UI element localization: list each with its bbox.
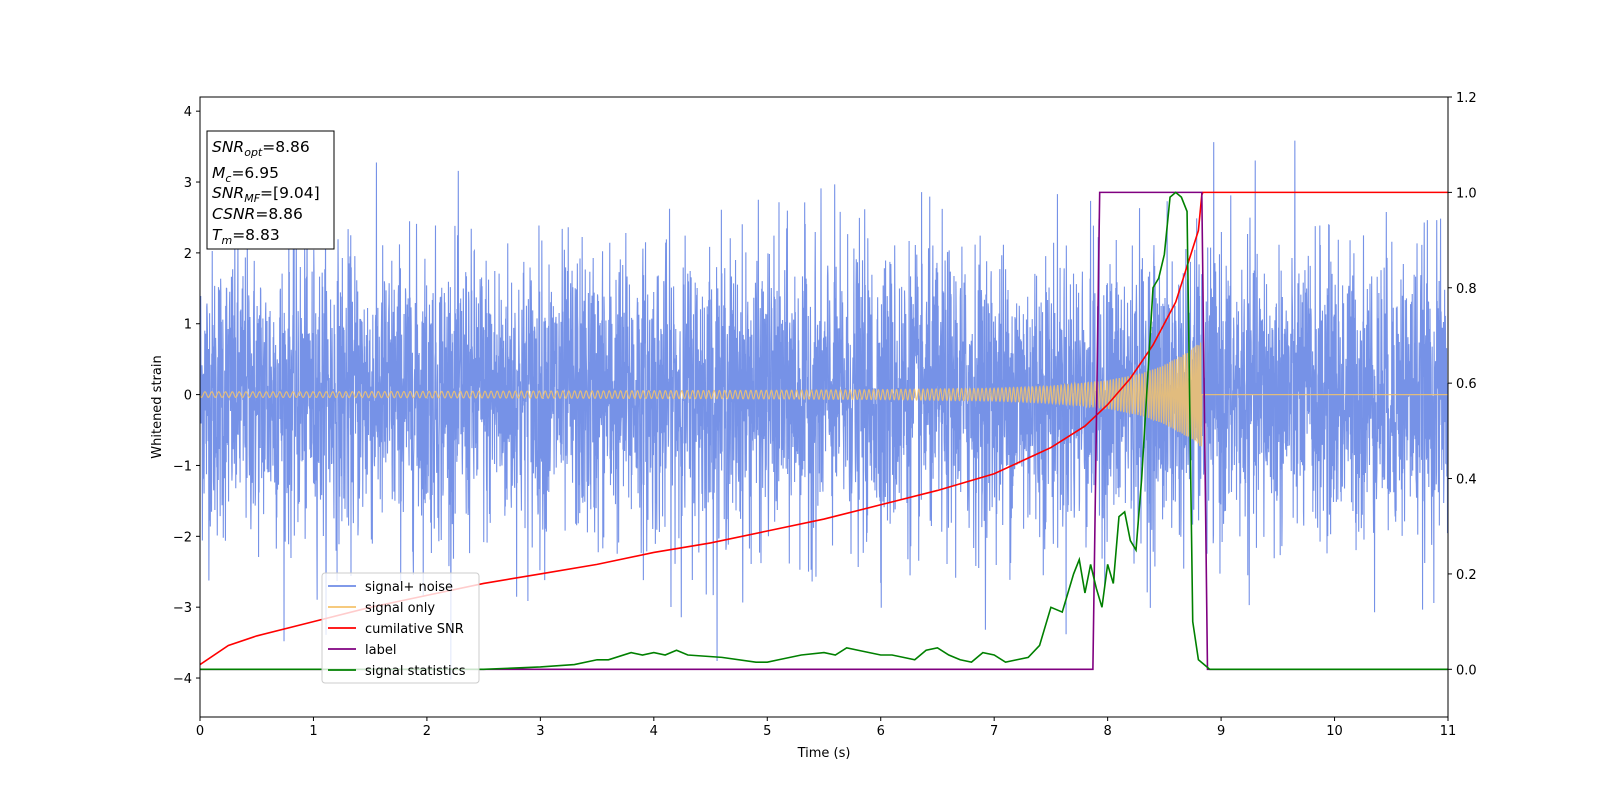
- x-axis-label: Time (s): [797, 746, 851, 761]
- legend-entry-label: signal only: [365, 601, 435, 616]
- x-tick-label: 9: [1217, 724, 1225, 739]
- y2-tick-label: 0.2: [1456, 568, 1477, 583]
- annotation-line: SNRopt=8.86: [212, 138, 310, 159]
- x-tick-label: 8: [1103, 724, 1111, 739]
- x-tick-label: 6: [877, 724, 885, 739]
- y-tick-label: −2: [173, 530, 192, 545]
- legend-entry-label: signal+ noise: [365, 580, 453, 595]
- legend-entry-label: signal statistics: [365, 664, 466, 679]
- x-tick-label: 3: [536, 724, 544, 739]
- annotation-frame: [206, 130, 335, 250]
- y-tick-label: 4: [184, 105, 192, 120]
- y-tick-label: 0: [184, 389, 192, 404]
- y2-tick-label: 0.6: [1456, 377, 1477, 392]
- annotation-line: SNRMF=[9.04]: [212, 184, 320, 205]
- x-tick-label: 0: [196, 724, 204, 739]
- y2-tick-label: 0.4: [1456, 473, 1477, 488]
- y-tick-label: 3: [184, 176, 192, 191]
- x-tick-label: 7: [990, 724, 998, 739]
- y-axis-label: Whitened strain: [150, 355, 165, 458]
- y-axis-left: −4 −3 −2 −1 0 1 2 3 4: [173, 105, 200, 687]
- x-tick-label: 4: [650, 724, 658, 739]
- series-signal-statistics-line: [200, 191, 1448, 671]
- y2-tick-label: 1.0: [1456, 186, 1477, 201]
- legend-entry-label: cumilative SNR: [365, 622, 464, 637]
- y2-tick-label: 1.2: [1456, 91, 1477, 106]
- series-signal-noise-line: [200, 140, 1448, 680]
- x-tick-label: 1: [309, 724, 317, 739]
- y2-tick-label: 0.8: [1456, 282, 1477, 297]
- legend-frame: [321, 572, 480, 684]
- y-tick-label: −3: [173, 601, 192, 616]
- x-tick-label: 10: [1326, 724, 1343, 739]
- y-tick-label: −1: [173, 459, 192, 474]
- series-signal-only-line: [200, 342, 1448, 447]
- plot-frame: [199, 96, 1449, 718]
- x-axis: 0 1 2 3 4 5 6 7 8 9 10 11: [196, 717, 1456, 739]
- legend-entry-label: label: [365, 643, 396, 658]
- y-tick-label: 1: [184, 318, 192, 333]
- y-tick-label: 2: [184, 247, 192, 262]
- legend: signal+ noise signal only cumilative SNR la…: [321, 572, 480, 684]
- annotation-line: CSNR=8.86: [212, 205, 303, 223]
- y-axis-right: 0.0 0.2 0.4 0.6 0.8 1.0 1.2: [1448, 91, 1477, 678]
- annotation-line: Mc=6.95: [212, 164, 279, 185]
- y-tick-label: −4: [173, 672, 192, 687]
- annotation-line: Tm=8.83: [212, 226, 280, 247]
- x-tick-label: 11: [1440, 724, 1457, 739]
- x-tick-label: 2: [423, 724, 431, 739]
- x-tick-label: 5: [763, 724, 771, 739]
- y2-tick-label: 0.0: [1456, 663, 1477, 678]
